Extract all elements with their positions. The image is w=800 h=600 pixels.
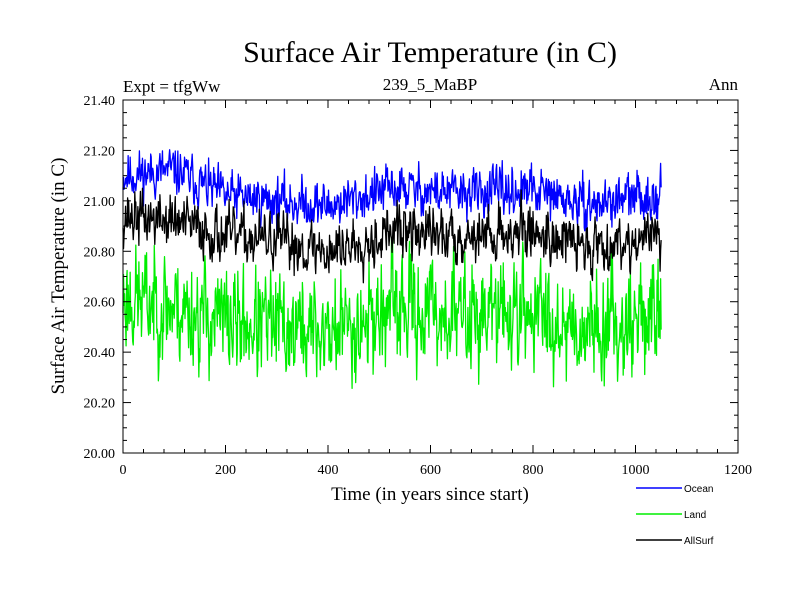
legend-label-land: Land <box>684 510 706 521</box>
y-tick-label: 21.40 <box>84 94 116 109</box>
x-tick-label: 1200 <box>724 463 752 478</box>
axis-layer: 0 200 400 600 800 1000 1200 20.00 20.20 20.40 20.6… <box>84 94 753 478</box>
y-tick-label: 20.20 <box>84 397 116 412</box>
legend: Ocean Land AllSurf <box>636 484 714 547</box>
series-line-ocean <box>122 149 662 236</box>
x-tick-label: 1000 <box>622 463 650 478</box>
x-tick-label: 400 <box>318 463 339 478</box>
x-tick-label: 800 <box>523 463 544 478</box>
period-label: 239_5_MaBP <box>383 75 477 94</box>
y-tick-label: 20.00 <box>84 447 116 462</box>
legend-label-ocean: Ocean <box>684 484 713 495</box>
y-tick-label: 20.80 <box>84 245 116 260</box>
x-tick-label: 600 <box>420 463 441 478</box>
y-tick-label: 21.00 <box>84 195 116 210</box>
series-line-land <box>122 235 662 390</box>
x-axis-label: Time (in years since start) <box>331 484 529 505</box>
x-tick-label: 200 <box>215 463 236 478</box>
y-tick-label: 20.60 <box>84 296 116 311</box>
chart-title: Surface Air Temperature (in C) <box>243 36 617 69</box>
legend-label-allsurf: AllSurf <box>684 536 714 547</box>
series-layer <box>122 149 662 390</box>
season-label: Ann <box>709 75 739 94</box>
experiment-label: Expt = tfgWw <box>123 77 221 96</box>
y-tick-label: 20.40 <box>84 346 116 361</box>
series-line-allsurf <box>122 187 662 284</box>
y-tick-label: 21.20 <box>84 144 116 159</box>
x-tick-label: 0 <box>120 463 127 478</box>
y-axis-label: Surface Air Temperature (in C) <box>48 158 69 395</box>
